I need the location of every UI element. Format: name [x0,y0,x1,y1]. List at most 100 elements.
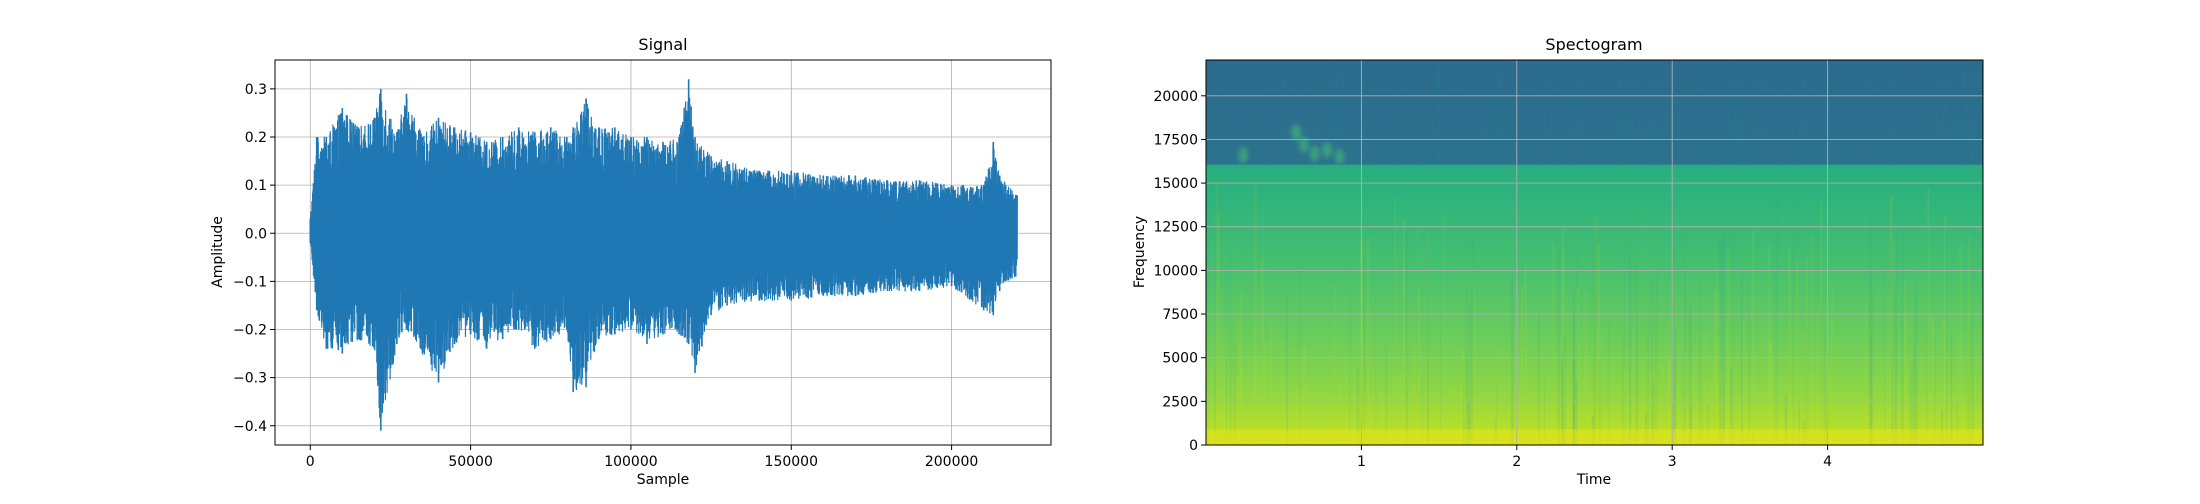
spectrogram-streak [1235,244,1237,445]
spectrogram-streak [1329,60,1332,164]
spectrogram-streak [1217,210,1220,445]
spectrogram-streak [1816,306,1819,445]
spectrogram-streak [1688,300,1691,445]
spectrogram-highlights [1238,124,1345,165]
spectrogram-streak [1903,281,1906,445]
spectrogram-streak [1820,311,1823,445]
spectrogram-streak [1575,379,1578,445]
spectrogram-highlight [1334,148,1345,165]
spectrogram-streak [1532,60,1535,164]
spectrogram-streak [1618,60,1621,164]
spectrogram-streak [1303,344,1306,445]
spectrogram-streak [1239,367,1242,445]
spectrogram-streak [1411,305,1415,445]
spectrogram-streak [1465,289,1468,445]
spectrogram-streak [1416,389,1418,445]
spectrogram-streak [1856,60,1858,164]
spectrogram-streak [1399,60,1402,164]
spectrogram-streak [1361,60,1364,164]
spectrogram-streak [1792,201,1795,445]
spectrogram-streak [1402,219,1405,445]
spectrogram-streak [1296,60,1299,164]
spectrogram-streak [1593,221,1596,445]
spectrogram-y-tick-label: 17500 [1153,132,1198,148]
spectrogram-highlight [1238,147,1249,164]
spectrogram-streak [1585,341,1588,445]
spectrogram-streak [1873,386,1875,445]
spectrogram-streak [1418,288,1420,445]
spectrogram-streak [1752,60,1754,164]
spectrogram-streak [1462,362,1465,445]
spectrogram-streak [1742,320,1745,445]
spectrogram-streak [1421,60,1423,164]
spectrogram-streak [1380,391,1383,445]
spectrogram-streak [1962,401,1965,445]
spectrogram-streak [1215,180,1219,445]
spectrogram-streak [1668,355,1671,445]
spectrogram-streak [1788,248,1791,445]
spectrogram-y-axis-label: Frequency [1132,216,1148,288]
spectrogram-streak [1709,379,1713,445]
spectrogram-streak [1831,282,1834,445]
spectrogram-streak [1402,262,1405,445]
spectrogram-streak [1630,60,1633,164]
spectrogram-streak [1459,60,1462,164]
spectrogram-streak [1973,60,1976,164]
signal-x-tick-label: 0 [306,454,315,470]
spectrogram-streak [1644,412,1647,445]
spectrogram-streak [1397,60,1400,164]
spectrogram-streak [1971,264,1974,445]
spectrogram-streak [1652,382,1655,445]
spectrogram-streak [1239,292,1243,445]
spectrogram-streak [1930,317,1934,445]
spectrogram-streak [1498,60,1501,164]
spectrogram-streak [1281,340,1283,445]
spectrogram-streak [1946,232,1948,445]
spectrogram-streak [1892,266,1894,445]
spectrogram-streak [1375,292,1377,445]
spectrogram-streak [1913,343,1916,445]
spectrogram-streak [1690,304,1692,445]
signal-y-tick-label: −0.3 [233,371,267,387]
spectrogram-streak [1811,233,1813,445]
spectrogram-streak [1737,60,1740,164]
spectrogram-streak [1562,333,1566,445]
spectrogram-streak [1471,60,1474,164]
spectrogram-streak [1658,60,1661,164]
spectrogram-streak [1239,319,1241,445]
spectrogram-chart: 1 2 3 4 0 2500 5000 7500 10000 12500 15000 17500 20… [1132,35,1984,488]
spectrogram-streak [1718,288,1720,445]
spectrogram-streak [1802,330,1805,445]
spectrogram-streak [1312,60,1315,164]
spectrogram-streak [1760,60,1763,164]
spectrogram-streak [1706,403,1710,445]
spectrogram-y-tick-label: 7500 [1162,307,1198,323]
spectrogram-streak [1557,249,1561,445]
spectrogram-image [1206,60,1983,445]
spectrogram-streak [1695,60,1697,164]
spectrogram-streak [1959,243,1962,445]
spectrogram-streak [1666,365,1670,445]
spectrogram-streak [1576,287,1580,445]
spectrogram-streak [1892,239,1895,445]
spectrogram-streak [1884,262,1886,445]
spectrogram-streak [1561,60,1564,164]
signal-y-tick-label: −0.4 [233,419,267,435]
signal-x-axis-label: Sample [637,472,690,488]
spectrogram-streak [1767,243,1770,445]
spectrogram-streak [1868,217,1872,445]
spectrogram-streak [1572,291,1576,445]
spectrogram-streak [1968,60,1970,164]
spectrogram-streak [1233,344,1237,445]
spectrogram-streak [1461,350,1464,445]
spectrogram-streak [1643,60,1647,164]
spectrogram-streak [1571,60,1573,164]
spectrogram-streak [1672,194,1674,445]
signal-title: Signal [638,35,687,54]
spectrogram-streak [1655,248,1658,445]
spectrogram-streak [1375,60,1377,164]
spectrogram-streak [1733,60,1737,164]
spectrogram-x-ticks: 1 2 3 4 [1357,445,1832,470]
spectrogram-streak [1207,192,1210,445]
